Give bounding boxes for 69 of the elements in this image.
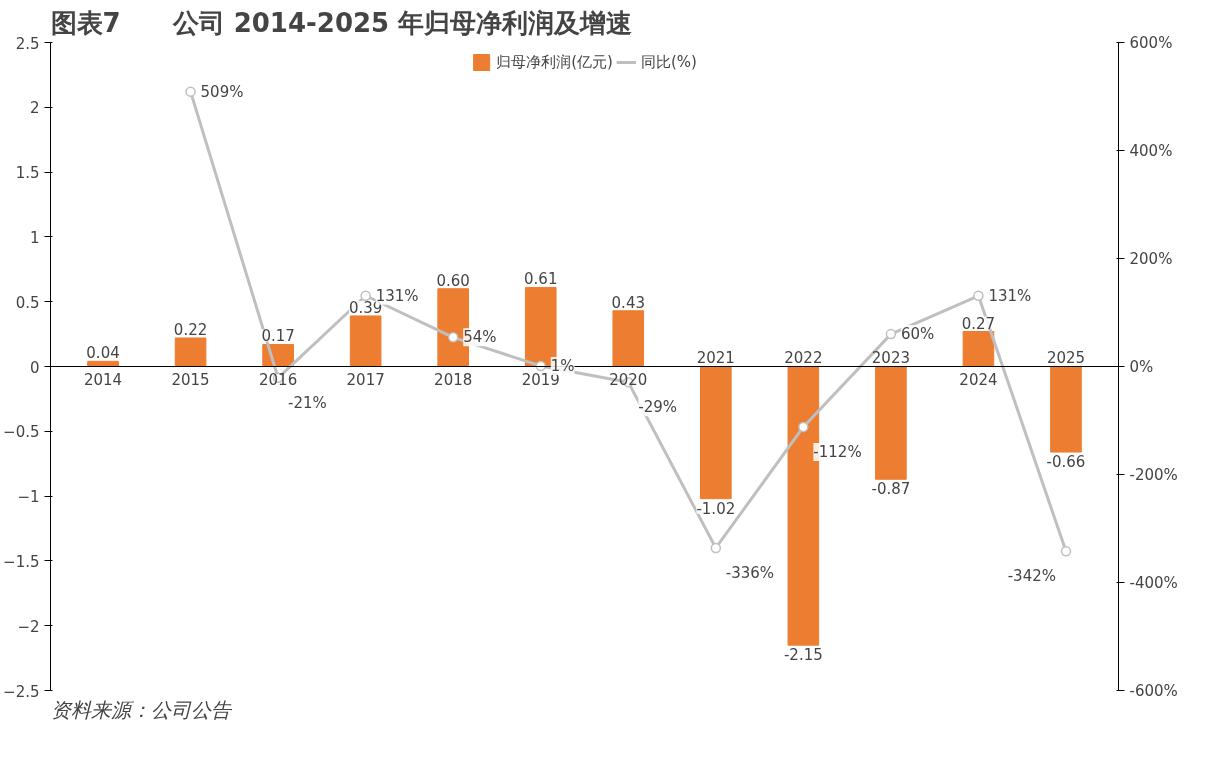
point <box>1060 545 1072 557</box>
y-tick-label: −1 <box>17 488 40 507</box>
data-label: -21% <box>288 393 327 412</box>
data-label: 0.60 <box>436 271 470 290</box>
data-label: 0.04 <box>86 344 120 363</box>
bar <box>174 337 207 367</box>
y-tick-label: 1 <box>29 228 40 247</box>
y-tick-label: −2 <box>17 617 40 636</box>
bar <box>699 366 732 500</box>
y-tick-label: −1.5 <box>3 552 40 571</box>
point <box>710 542 722 554</box>
point <box>447 332 459 343</box>
bar <box>1050 366 1082 453</box>
data-label: -342% <box>1007 567 1056 586</box>
y-tick-label: −0.5 <box>3 423 40 442</box>
point <box>798 421 809 433</box>
x-tick-label: 2020 <box>609 370 648 389</box>
x-tick-label: 2024 <box>959 370 998 389</box>
data-label: -336% <box>725 563 775 582</box>
point <box>973 290 984 301</box>
x-tick-label: 2018 <box>434 370 473 389</box>
bar <box>612 310 645 367</box>
x-tick-label: 2015 <box>171 370 210 389</box>
y2-tick-label: -200% <box>1129 465 1178 484</box>
bar <box>875 366 907 480</box>
legend-label: 归母净利润(亿元) <box>496 52 613 72</box>
data-label: 0.17 <box>261 327 295 346</box>
y-tick-label: 0 <box>29 358 40 377</box>
data-label: -0.87 <box>871 480 911 499</box>
point <box>360 290 371 301</box>
y-tick-label: 2.5 <box>15 34 40 53</box>
y2-tick-label: 600% <box>1129 33 1173 52</box>
y2-tick-label: -600% <box>1129 681 1178 700</box>
x-tick-label: 2022 <box>784 348 823 367</box>
x-tick-label: 2021 <box>696 348 735 367</box>
x-tick-label: 2014 <box>83 370 123 389</box>
data-label: 509% <box>200 82 244 101</box>
x-tick-label: 2023 <box>871 348 910 367</box>
chart-title: 图表7 公司 2014-2025 年归母净利润及增速 <box>50 7 633 38</box>
y-tick-label: 1.5 <box>15 164 40 183</box>
y-tick-label: −2.5 <box>3 682 40 701</box>
data-label: 0.22 <box>173 320 208 339</box>
data-label: -1.02 <box>696 499 736 518</box>
data-label: 0.43 <box>611 293 645 312</box>
data-label: 131% <box>988 286 1032 305</box>
data-label: -2.15 <box>783 646 823 665</box>
y-tick-label: 2 <box>29 99 40 118</box>
bar <box>349 315 382 367</box>
legend-label: 同比(%) <box>640 52 697 72</box>
data-label: 0.61 <box>524 270 558 289</box>
y2-tick-label: 400% <box>1129 141 1173 160</box>
data-label: 0.27 <box>961 314 996 333</box>
point <box>185 86 196 97</box>
data-label: 1% <box>550 356 575 375</box>
y2-tick-label: 0% <box>1129 357 1154 376</box>
y2-tick-label: 200% <box>1129 249 1173 268</box>
data-label: -29% <box>638 398 678 417</box>
data-label: -0.66 <box>1046 453 1086 472</box>
y-tick-label: 0.5 <box>15 293 40 312</box>
point <box>885 328 897 340</box>
data-label: -112% <box>813 442 862 461</box>
data-label: 54% <box>463 328 497 347</box>
bar <box>962 331 995 367</box>
x-tick-label: 2016 <box>259 370 298 389</box>
text: 资料来源：公司公告 <box>50 697 233 722</box>
y2-tick-label: -400% <box>1129 573 1178 592</box>
x-tick-label: 2017 <box>346 370 385 389</box>
x-tick-label: 2025 <box>1046 348 1086 367</box>
data-label: 60% <box>900 325 935 344</box>
